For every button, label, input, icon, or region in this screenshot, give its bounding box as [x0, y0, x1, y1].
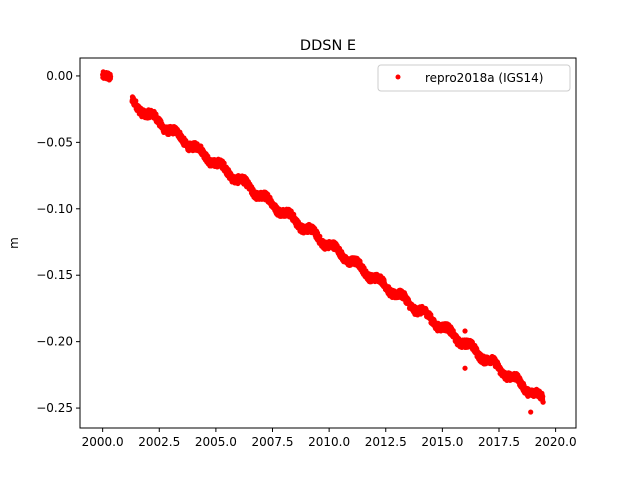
- x-tick-label: 2002.5: [138, 435, 180, 449]
- data-point: [540, 399, 546, 405]
- x-tick-label: 2007.5: [252, 435, 294, 449]
- data-point: [528, 409, 534, 415]
- plot-frame: [79, 57, 577, 429]
- legend-box: [377, 64, 571, 92]
- y-tick-label: −0.25: [36, 401, 73, 415]
- data-point: [462, 328, 468, 334]
- x-tick-label: 2017.5: [478, 435, 520, 449]
- chart-title: DDSN E: [300, 38, 356, 54]
- data-point: [133, 98, 139, 104]
- y-tick-label: −0.15: [36, 268, 73, 282]
- data-point: [540, 393, 546, 400]
- y-tick-label: −0.05: [36, 135, 73, 149]
- x-tick-label: 2020.0: [535, 435, 577, 449]
- x-axis: 2000.0 2002.5 2005.0 2007.5 2010.0 2012.5 2015…: [82, 428, 577, 449]
- legend-marker: [395, 74, 401, 80]
- y-tick-label: 0.00: [46, 69, 73, 83]
- y-axis-label: m: [7, 237, 21, 249]
- y-tick-label: −0.20: [36, 335, 73, 349]
- x-tick-label: 2000.0: [82, 435, 124, 449]
- x-tick-label: 2012.5: [365, 435, 407, 449]
- data-point: [462, 365, 468, 371]
- legend-label: repro2018a (IGS14): [425, 71, 543, 85]
- y-tick-label: −0.10: [36, 202, 73, 216]
- x-tick-label: 2005.0: [195, 435, 237, 449]
- y-axis: 0.00 −0.05 −0.10 −0.15 −0.20 −0.25: [36, 69, 80, 415]
- x-tick-label: 2015.0: [421, 435, 463, 449]
- x-tick-label: 2010.0: [308, 435, 350, 449]
- data-point: [107, 73, 114, 80]
- series-points: [100, 69, 546, 415]
- legend: repro2018a (IGS14): [377, 64, 571, 92]
- data-point: [221, 160, 227, 166]
